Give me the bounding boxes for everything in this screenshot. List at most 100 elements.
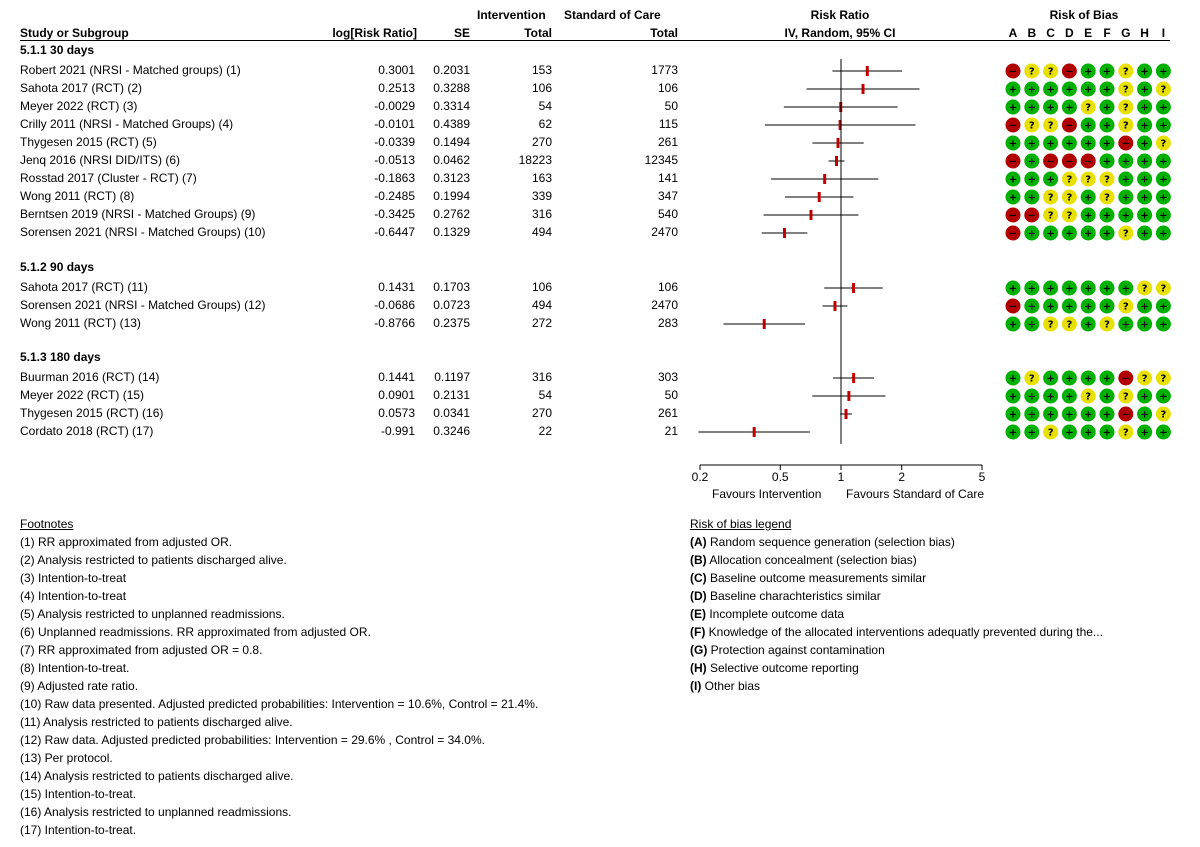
- rob-symbol: +: [1103, 229, 1111, 240]
- rob-symbol: +: [1046, 374, 1054, 385]
- risk-ratio-header-top: Risk Ratio: [810, 8, 870, 22]
- soc-total: 261: [657, 406, 678, 420]
- rob-symbol: ?: [1048, 211, 1054, 222]
- rob-circle-green: [1099, 424, 1115, 440]
- soc-total: 1773: [651, 63, 678, 77]
- rob-circle-green: [1137, 153, 1153, 169]
- rob-circle-green: [1080, 135, 1096, 151]
- footnote-item: (11) Analysis restricted to patients dis…: [20, 715, 293, 729]
- log-rr-value: 0.1441: [378, 370, 415, 384]
- rob-symbol: +: [1140, 392, 1148, 403]
- rob-symbol: ?: [1066, 320, 1072, 331]
- soc-total: 540: [657, 207, 678, 221]
- footnote-item: (17) Intention-to-treat.: [20, 823, 137, 837]
- rob-circle-green: [1155, 207, 1171, 223]
- rob-circle-green: [1024, 225, 1040, 241]
- rob-symbol: +: [1009, 374, 1017, 385]
- rob-symbol: ?: [1104, 175, 1110, 186]
- rob-circle-green: [1005, 370, 1021, 386]
- rob-circle-green: [1043, 99, 1059, 115]
- rob-symbol: ?: [1048, 121, 1054, 132]
- log-rr-value: 0.0573: [378, 406, 415, 420]
- rob-letter-f: F: [1103, 26, 1111, 40]
- rob-circle-yes: [1043, 117, 1059, 133]
- soc-total: 50: [664, 99, 678, 113]
- rob-symbol: ?: [1085, 175, 1091, 186]
- intervention-total: 153: [531, 63, 552, 77]
- rob-symbol: +: [1084, 284, 1092, 295]
- rob-circle-yes: [1118, 99, 1134, 115]
- rob-circle-green: [1155, 316, 1171, 332]
- point-estimate: [762, 319, 766, 329]
- log-rr-value: 0.1431: [378, 280, 415, 294]
- rob-legend-item: (C) Baseline outcome measurements simila…: [690, 571, 926, 585]
- se-value: 0.4389: [433, 117, 470, 131]
- footnote-item: (1) RR approximated from adjusted OR.: [20, 535, 233, 549]
- rob-circle-red: [1005, 207, 1021, 223]
- rob-legend-text: Baseline charachteristics similar: [706, 589, 881, 603]
- rob-symbol: +: [1046, 175, 1054, 186]
- rob-symbol: +: [1159, 103, 1167, 114]
- rob-circle-green: [1137, 135, 1153, 151]
- study-name: Sahota 2017 (RCT) (11): [20, 280, 148, 294]
- rob-symbol: +: [1159, 302, 1167, 313]
- rob-symbol: +: [1065, 302, 1073, 313]
- intervention-total: 54: [538, 388, 552, 402]
- rob-symbol: +: [1065, 392, 1073, 403]
- rob-circle-green: [1005, 424, 1021, 440]
- rob-symbol: ?: [1066, 211, 1072, 222]
- rob-symbol: +: [1159, 67, 1167, 78]
- rob-symbol: −: [1028, 211, 1036, 222]
- rob-circle-green: [1005, 316, 1021, 332]
- rob-symbol: ?: [1085, 103, 1091, 114]
- soc-total: 141: [657, 171, 678, 185]
- rob-circle-red: [1005, 225, 1021, 241]
- intervention-total: 18223: [518, 153, 552, 167]
- rob-symbol: ?: [1160, 85, 1166, 96]
- rob-symbol: +: [1028, 193, 1036, 204]
- footnote-item: (5) Analysis restricted to unplanned rea…: [20, 607, 285, 621]
- rob-circle-green: [1137, 388, 1153, 404]
- study-column-header: Study or Subgroup: [20, 26, 129, 40]
- study-name: Crilly 2011 (NRSI - Matched Groups) (4): [20, 117, 234, 131]
- rob-symbol: +: [1065, 139, 1073, 150]
- se-value: 0.2031: [433, 63, 470, 77]
- intervention-total: 106: [531, 81, 552, 95]
- rob-circle-yes: [1118, 63, 1134, 79]
- rob-symbol: +: [1046, 85, 1054, 96]
- point-estimate: [836, 138, 840, 148]
- rob-circle-red: [1005, 153, 1021, 169]
- soc-total: 303: [657, 370, 678, 384]
- rob-circle-yes: [1099, 316, 1115, 332]
- log-rr-value: -0.0101: [374, 117, 415, 131]
- footnote-item: (4) Intention-to-treat: [20, 589, 127, 603]
- rob-circle-green: [1118, 316, 1134, 332]
- rob-symbol: +: [1103, 284, 1111, 295]
- rob-circle-yes: [1118, 117, 1134, 133]
- rob-circle-green: [1061, 280, 1077, 296]
- rob-circle-green: [1005, 171, 1021, 187]
- rob-circle-yes: [1155, 406, 1171, 422]
- rob-circle-green: [1024, 424, 1040, 440]
- soc-total: 2470: [651, 225, 678, 239]
- rob-circle-yes: [1080, 171, 1096, 187]
- rob-symbol: ?: [1123, 428, 1129, 439]
- rob-circle-green: [1155, 225, 1171, 241]
- log-rr-value: -0.0513: [374, 153, 415, 167]
- study-name: Buurman 2016 (RCT) (14): [20, 370, 160, 384]
- rob-symbol: ?: [1123, 121, 1129, 132]
- rob-symbol: +: [1103, 139, 1111, 150]
- rob-symbol: +: [1009, 428, 1017, 439]
- rob-symbol: +: [1028, 175, 1036, 186]
- log-rr-value: -0.991: [380, 424, 415, 438]
- rob-legend-text: Baseline outcome measurements similar: [706, 571, 927, 585]
- rob-circle-green: [1099, 99, 1115, 115]
- rob-circle-yes: [1118, 424, 1134, 440]
- intervention-total: 494: [531, 225, 552, 239]
- rob-circle-green: [1024, 135, 1040, 151]
- rob-symbol: +: [1046, 284, 1054, 295]
- rob-circle-green: [1061, 298, 1077, 314]
- rob-symbol: +: [1084, 121, 1092, 132]
- rob-circle-green: [1061, 225, 1077, 241]
- rob-circle-red: [1005, 298, 1021, 314]
